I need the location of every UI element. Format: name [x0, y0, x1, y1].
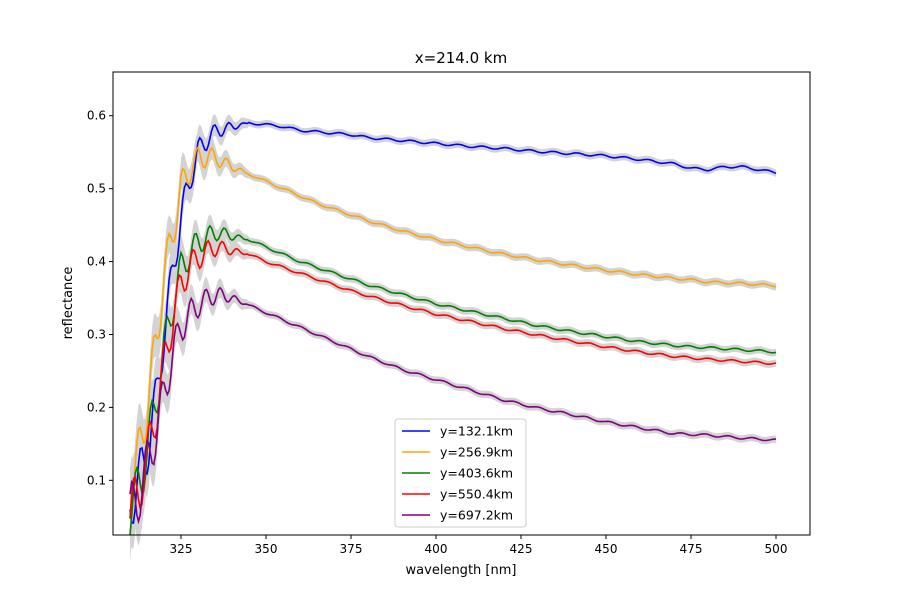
- y-tick-label: 0.2: [87, 400, 106, 414]
- series-band: [130, 277, 776, 546]
- chart-title: x=214.0 km: [415, 49, 507, 67]
- x-tick-label: 350: [255, 542, 278, 556]
- series-lines: [129, 121, 777, 536]
- x-tick-label: 375: [340, 542, 363, 556]
- y-tick-label: 0.3: [87, 327, 106, 341]
- series-line: [129, 224, 777, 536]
- series-line: [129, 239, 777, 519]
- x-tick-label: 450: [595, 542, 618, 556]
- x-axis-label: wavelength [nm]: [406, 563, 517, 578]
- x-tick-label: 325: [170, 542, 193, 556]
- series-line: [129, 121, 777, 525]
- x-axis-ticks: 325 350 375 400 425 450 475 500: [170, 535, 788, 556]
- legend-label: y=697.2km: [440, 508, 513, 523]
- y-axis-ticks: 0.1 0.2 0.3 0.4 0.5 0.6: [87, 109, 113, 487]
- y-tick-label: 0.6: [87, 109, 106, 123]
- x-tick-label: 475: [680, 542, 703, 556]
- x-tick-label: 425: [510, 542, 533, 556]
- legend-box: [394, 418, 527, 528]
- legend-label: y=550.4km: [440, 487, 513, 502]
- legend-label: y=256.9km: [440, 445, 513, 460]
- legend-label: y=132.1km: [440, 424, 513, 439]
- y-tick-label: 0.5: [87, 182, 106, 196]
- plot-frame: [112, 71, 811, 536]
- x-tick-label: 500: [765, 542, 788, 556]
- y-axis-label: reflectance: [61, 267, 76, 340]
- x-tick-label: 400: [425, 542, 448, 556]
- y-tick-label: 0.1: [87, 473, 106, 487]
- series-line: [129, 146, 777, 515]
- series-line: [129, 286, 776, 525]
- legend: y=132.1km y=256.9km y=403.6km y=550.4km y=69…: [394, 418, 527, 528]
- y-tick-label: 0.4: [87, 255, 106, 269]
- series-band: [130, 228, 776, 545]
- legend-label: y=403.6km: [440, 466, 513, 481]
